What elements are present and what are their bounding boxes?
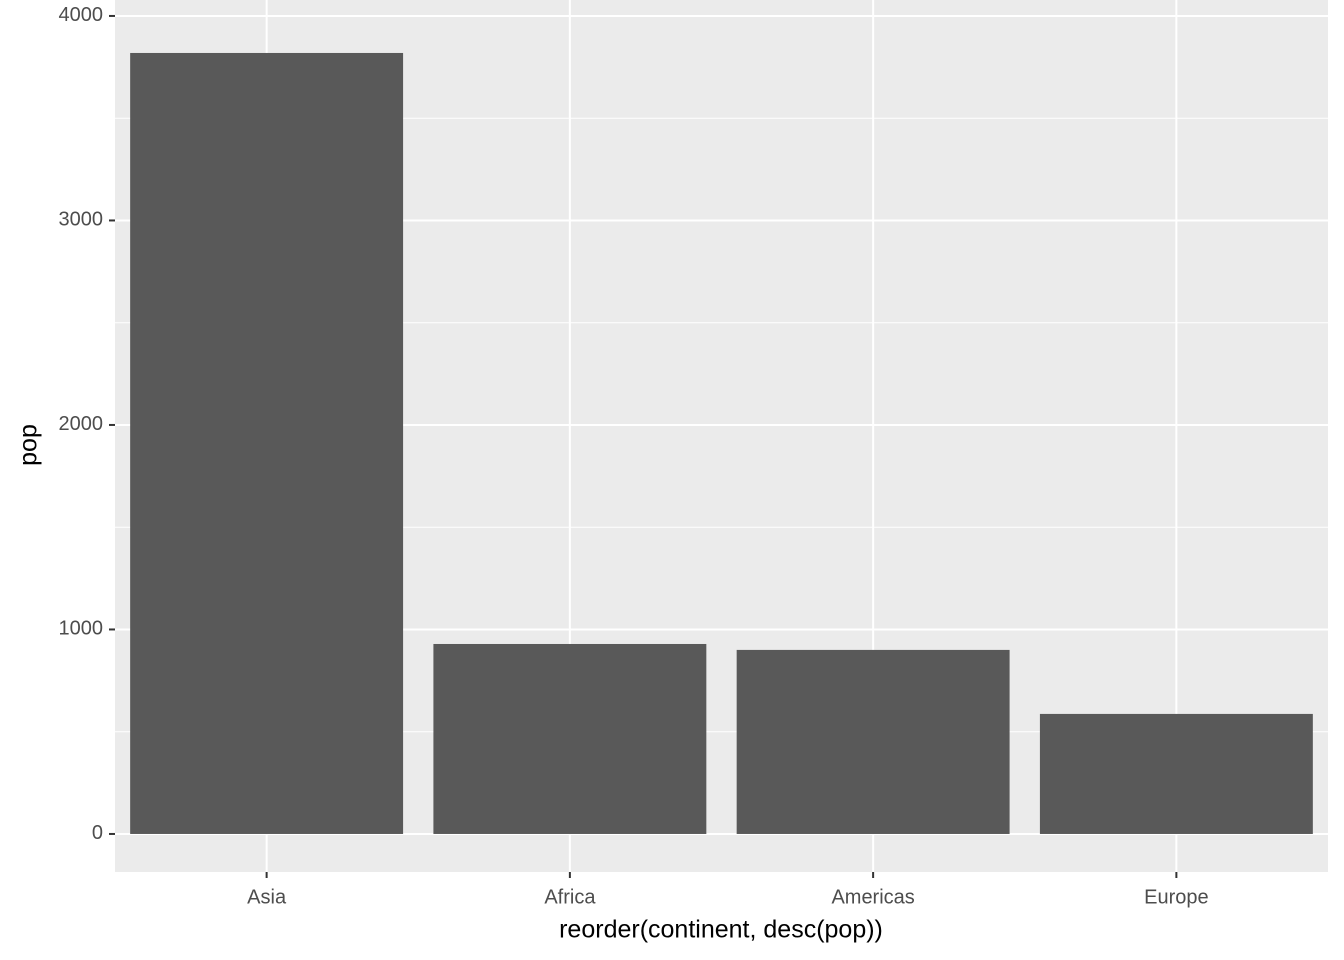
bar bbox=[736, 649, 1010, 834]
y-tick-label: 0 bbox=[92, 822, 103, 844]
y-tick-label: 3000 bbox=[59, 209, 104, 231]
y-axis-title: pop bbox=[15, 424, 43, 466]
x-tick-label: Europe bbox=[1144, 886, 1209, 908]
bar bbox=[130, 52, 404, 834]
bar bbox=[1039, 713, 1313, 834]
x-axis-title: reorder(continent, desc(pop)) bbox=[559, 916, 883, 944]
x-tick-label: Asia bbox=[247, 886, 287, 908]
x-tick-label: Americas bbox=[831, 886, 914, 908]
x-tick-label: Africa bbox=[544, 886, 596, 908]
y-tick-label: 1000 bbox=[59, 618, 104, 640]
bar bbox=[433, 643, 707, 834]
y-tick-label: 2000 bbox=[59, 413, 104, 435]
y-tick-label: 4000 bbox=[59, 4, 104, 26]
